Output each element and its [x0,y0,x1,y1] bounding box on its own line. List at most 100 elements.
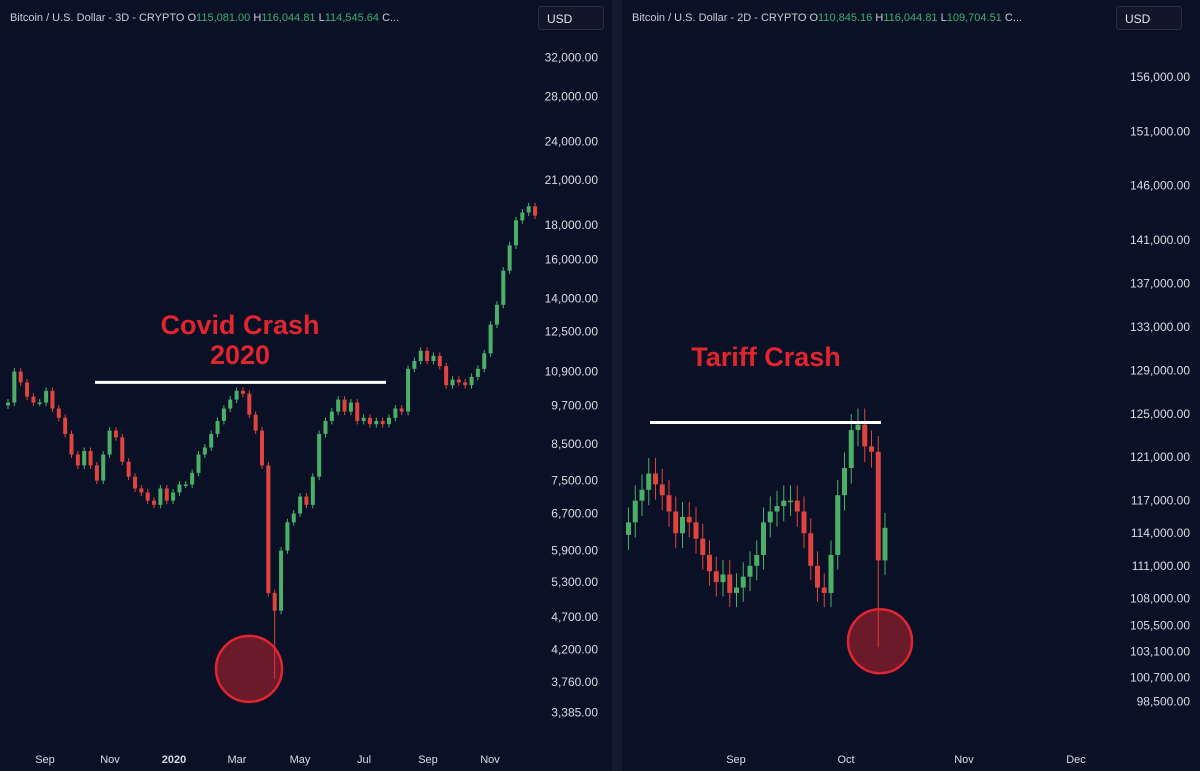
chart-svg-right[interactable]: 156,000.00 151,000.00 146,000.00 141,000.00… [622,0,1200,771]
candle-body [304,496,309,505]
candle-body [374,420,379,425]
candle-body [781,500,787,507]
candle-body [133,476,137,489]
legend-symbol: Bitcoin / U.S. Dollar - 2D - CRYPTO [632,12,807,24]
candle-body [279,550,284,611]
candle-body [666,495,672,512]
candle-body [801,511,807,534]
legend-open-value: 110,845.16 [818,12,873,24]
candle-body [418,350,423,361]
candle-body [626,522,631,535]
y-tick-label: 129,000.00 [1130,363,1190,377]
candle-body [494,304,499,325]
candle-body [774,506,780,512]
legend-high-label: H [253,12,262,24]
x-tick-label: Nov [480,754,500,766]
candle-body [164,488,169,501]
x-tick-label: Sep [35,754,55,766]
legend-open-value: 115,081.00 [196,12,251,24]
candle-body [646,473,652,490]
x-tick-label: Oct [837,754,854,766]
candle-body [794,500,800,512]
legend-close-label: C... [382,12,400,24]
candle-body [215,420,220,434]
crash-circle-marker [846,607,914,675]
y-tick-label: 103,100.00 [1130,645,1190,659]
candle-body [875,451,881,561]
candle-body [82,450,87,466]
y-tick-label: 141,000.00 [1130,233,1190,247]
candle-body [469,376,474,386]
x-tick-label: Sep [418,754,438,766]
candle-body [821,587,827,593]
candle-body [720,574,726,583]
candle-body [727,574,733,593]
legend-open-label: O [187,12,197,24]
symbol-legend: Bitcoin / U.S. Dollar - 3D - CRYPTO O115… [10,12,399,24]
candle-body [754,554,760,566]
legend-low-label: L [318,12,325,24]
crash-label: 2020 [210,340,270,370]
x-tick-label: May [290,754,311,766]
candle-body [260,430,264,466]
candle-body [37,402,42,405]
y-tick-label: 6,700.00 [551,506,598,520]
candle-body [431,355,436,361]
x-tick-label: 2020 [162,754,186,766]
candle-body [488,324,493,354]
chart-panel-right: 156,000.00 151,000.00 146,000.00 141,000.00… [622,0,1200,771]
candle-body [380,420,385,425]
y-axis: 32,000.00 28,000.00 24,000.00 21,000.00 18,0… [545,50,599,719]
y-tick-label: 133,000.00 [1130,320,1190,334]
y-tick-label: 5,900.00 [551,544,598,558]
candle-body [298,496,303,514]
candle-body [120,437,125,462]
y-tick-label: 14,000.00 [545,291,599,305]
x-tick-label: Nov [954,754,974,766]
candle-body [348,402,353,412]
x-axis: Sep Nov 2020 Mar May Jul Sep Nov [35,754,500,766]
legend-low-value: 114,545.64 [324,12,379,24]
candle-body [393,408,398,418]
candle-body [526,206,531,213]
y-tick-label: 10,900.00 [545,365,599,379]
candle-body [310,476,315,505]
chart-svg-left[interactable]: 32,000.00 28,000.00 24,000.00 21,000.00 18,0… [0,0,612,771]
candle-body [342,399,347,412]
candle-body [336,399,341,412]
candle-body [56,408,61,418]
y-tick-label: 100,700.00 [1130,671,1190,685]
y-tick-label: 156,000.00 [1130,70,1190,84]
candle-body [632,500,638,523]
candle-body [139,488,144,493]
y-tick-label: 114,000.00 [1131,526,1190,540]
candle-body [456,379,461,383]
candle-body [425,350,430,361]
candle-body [31,396,36,403]
legend-high-value: 116,044.81 [883,12,938,24]
candle-body [740,576,746,588]
candle-body [272,593,277,611]
candle-body [693,522,699,539]
legend-open-label: O [809,12,819,24]
candle-body [183,484,188,486]
candle-body [767,511,773,523]
candle-body [202,447,207,455]
panel-divider[interactable] [612,0,622,771]
candle-body [12,371,17,403]
currency-button[interactable]: USD [1116,6,1182,30]
candle-body [387,417,391,425]
candle-body [266,465,271,594]
y-tick-label: 18,000.00 [545,218,599,232]
candle-body [450,379,455,386]
y-tick-label: 3,760.00 [551,675,598,689]
crash-label: Covid Crash [160,310,319,340]
candle-body [94,465,99,481]
y-tick-label: 7,500.00 [551,474,598,488]
candle-body [507,245,512,271]
candle-body [514,220,518,246]
candle-body [221,408,226,421]
candle-body [406,368,411,412]
currency-button[interactable]: USD [538,6,604,30]
